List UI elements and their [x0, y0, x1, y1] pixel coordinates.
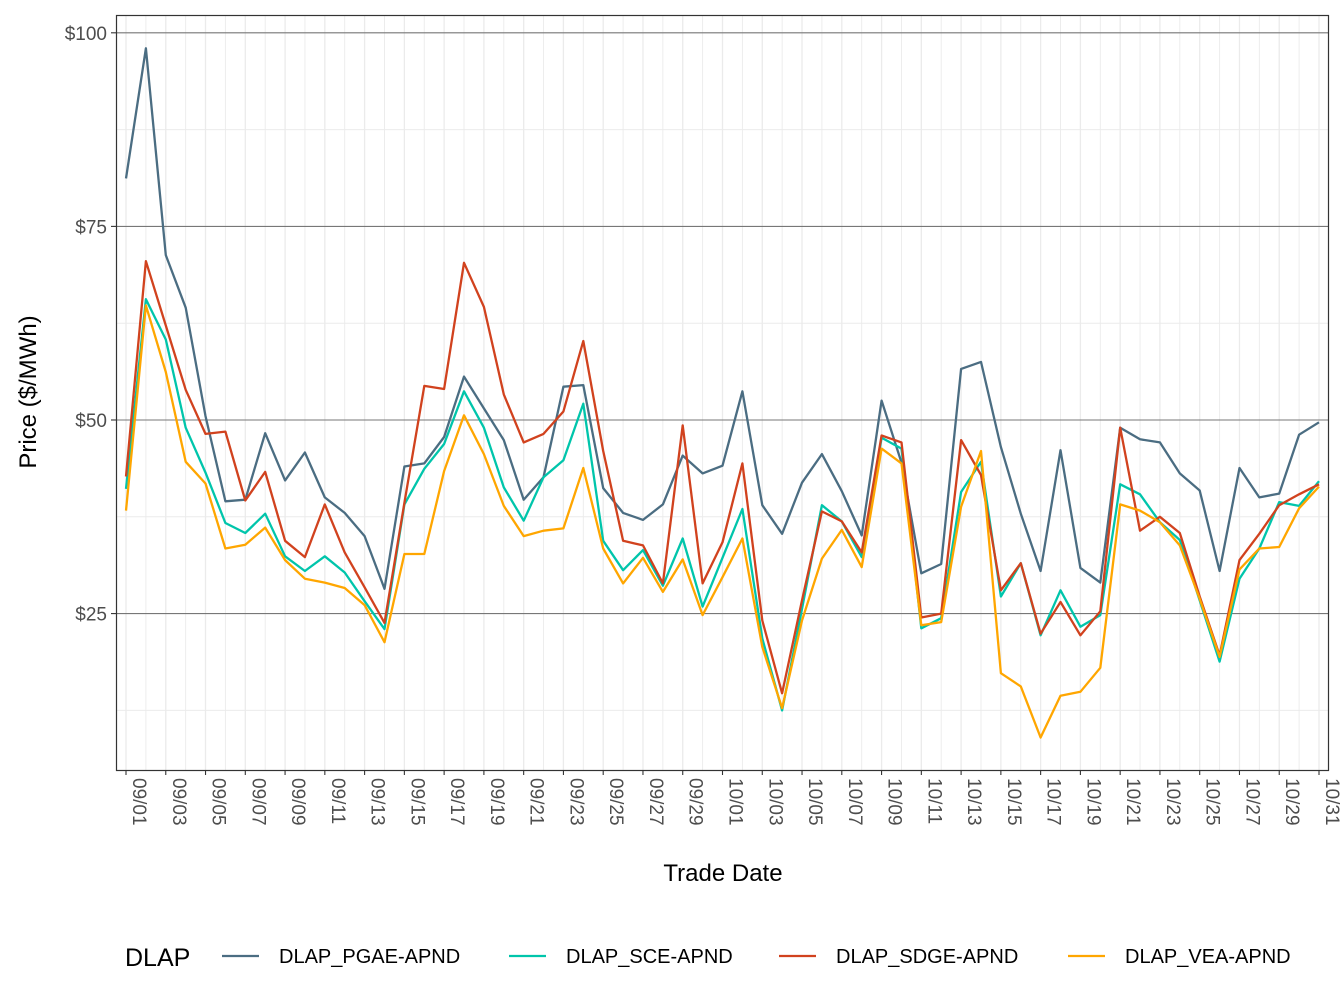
- x-tick-label: 09/01: [128, 778, 149, 826]
- legend-label: DLAP_PGAE-APND: [279, 946, 460, 968]
- x-tick-label: 09/17: [446, 778, 467, 826]
- x-tick-label: 10/27: [1241, 778, 1262, 826]
- x-tick-label: 10/19: [1082, 778, 1103, 826]
- x-tick-label: 10/09: [884, 778, 905, 826]
- legend-label: DLAP_SDGE-APND: [836, 946, 1018, 968]
- x-tick-label: 10/05: [804, 778, 825, 826]
- x-tick-label: 10/29: [1281, 778, 1302, 826]
- x-tick-label: 10/11: [923, 778, 944, 824]
- series-line-dlap_sdge-apnd: [124, 260, 1320, 695]
- x-tick-label: 10/25: [1202, 778, 1223, 826]
- x-tick-label: 10/07: [844, 778, 865, 826]
- x-tick-label: 10/13: [963, 778, 984, 826]
- y-tick-label: $75: [75, 217, 107, 238]
- x-tick-label: 09/15: [406, 778, 427, 826]
- legend-label: DLAP_VEA-APND: [1125, 946, 1291, 968]
- x-tick-label: 09/09: [287, 778, 308, 826]
- x-tick-label: 10/15: [1003, 778, 1024, 826]
- x-tick-label: 09/07: [247, 778, 268, 826]
- x-tick-label: 09/21: [526, 778, 547, 826]
- x-tick-label: 10/01: [725, 778, 746, 826]
- x-tick-label: 10/31: [1321, 778, 1342, 826]
- x-tick-label: 09/23: [565, 778, 586, 826]
- x-tick-label: 10/21: [1122, 778, 1143, 826]
- x-tick-label: 09/11: [327, 778, 348, 824]
- legend-label: DLAP_SCE-APND: [566, 946, 733, 968]
- x-tick-label: 09/19: [486, 778, 507, 826]
- x-axis-title: Trade Date: [663, 860, 782, 887]
- series-line-dlap_vea-apnd: [124, 304, 1320, 739]
- x-tick-label: 09/03: [168, 778, 189, 826]
- y-tick-label: $100: [65, 24, 107, 45]
- x-tick-label: 09/25: [605, 778, 626, 826]
- legend: DLAP DLAP_PGAE-APND DLAP_SCE-APND DLAP_SDG…: [125, 944, 1291, 972]
- series-line-dlap_sce-apnd: [124, 298, 1320, 712]
- y-axis-title: Price ($/MWh): [15, 315, 42, 468]
- legend-title: DLAP: [125, 944, 190, 972]
- x-tick-label: 09/29: [685, 778, 706, 826]
- y-tick-label: $50: [75, 411, 107, 432]
- x-tick-label: 09/27: [645, 778, 666, 826]
- x-tick-label: 10/23: [1162, 778, 1183, 826]
- x-tick-label: 10/03: [764, 778, 785, 826]
- y-axis: $25 $50 $75 $100: [65, 24, 116, 626]
- x-tick-label: 09/05: [208, 778, 229, 826]
- x-axis: 09/01 09/03 09/05 09/07 09/09 09/11 09/13 09/15…: [125, 770, 1342, 826]
- x-tick-label: 09/13: [367, 778, 388, 826]
- x-tick-label: 10/17: [1043, 778, 1064, 826]
- grid-lines: [116, 15, 1329, 770]
- series-lines: [124, 47, 1320, 739]
- y-tick-label: $25: [75, 605, 107, 626]
